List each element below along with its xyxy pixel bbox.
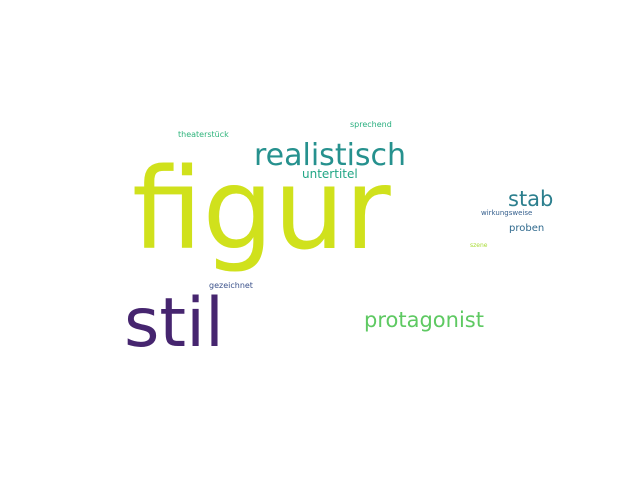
word-sprechend: sprechend bbox=[350, 120, 392, 129]
word-szene: szene bbox=[470, 242, 488, 249]
word-proben: proben bbox=[509, 223, 545, 234]
word-protagonist: protagonist bbox=[364, 308, 484, 332]
word-stab: stab bbox=[508, 187, 554, 211]
word-figur: figur bbox=[132, 145, 391, 275]
word-wirkungsweise: wirkungsweise bbox=[481, 209, 533, 217]
word-untertitel: untertitel bbox=[302, 167, 358, 181]
word-realistisch: realistisch bbox=[254, 138, 407, 173]
word-gezeichnet: gezeichnet bbox=[209, 281, 253, 290]
word-theaterstueck: theaterstück bbox=[178, 130, 229, 139]
word-stil: stil bbox=[124, 284, 224, 363]
